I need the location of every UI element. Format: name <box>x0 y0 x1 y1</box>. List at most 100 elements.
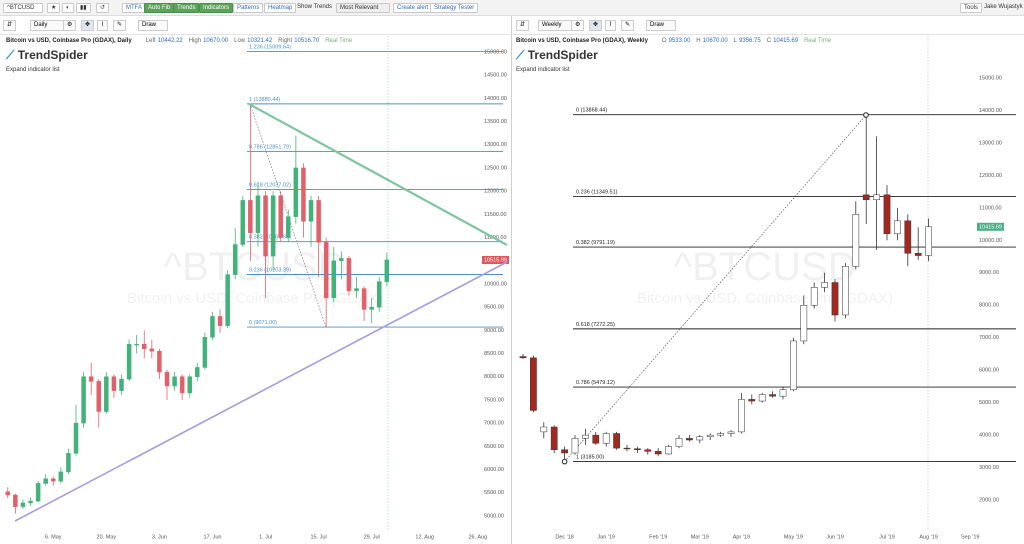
candle-body <box>35 483 41 502</box>
x-tick-label: 29. Jul <box>364 534 380 540</box>
patterns-button[interactable]: Patterns <box>233 3 264 13</box>
candle-body <box>571 438 579 454</box>
auto-fib-button[interactable]: Auto Fib <box>144 3 175 13</box>
y-tick-label: 12500.00 <box>484 165 507 171</box>
color-button[interactable]: ◐ <box>62 3 74 13</box>
candle-body <box>738 399 745 433</box>
indicators-button[interactable]: Indicators <box>199 3 234 13</box>
stat-label: H <box>696 38 701 44</box>
last-price-label: 10415.69 <box>979 224 1002 230</box>
interval-select[interactable]: Weekly <box>538 20 574 31</box>
candle-body <box>369 306 374 310</box>
expand-indicators[interactable]: Expand indicator list <box>6 67 60 73</box>
x-tick-label: Dec '18 <box>555 534 573 540</box>
y-tick-label: 15000.00 <box>979 75 1002 81</box>
redo-button[interactable]: ↺ <box>96 3 110 13</box>
gear-button[interactable]: ⚙ <box>571 20 585 31</box>
y-tick-label: 12000.00 <box>979 173 1002 179</box>
candle-body <box>5 491 11 496</box>
candle-body <box>195 367 200 377</box>
candle-body <box>613 433 620 449</box>
trends-button[interactable]: Trends <box>173 3 200 13</box>
y-tick-label: 5500.00 <box>484 490 504 496</box>
fib-handle[interactable] <box>561 458 568 465</box>
candle-body <box>748 399 756 402</box>
candle-body <box>800 304 808 342</box>
last-price-box <box>977 222 1004 231</box>
cursor-button[interactable]: ✥ <box>81 20 95 31</box>
last-price-label: 10515.99 <box>484 257 507 263</box>
candle-body <box>582 434 589 439</box>
candle-body <box>914 253 922 256</box>
y-tick-label: 6500.00 <box>484 444 504 450</box>
candle-body <box>210 316 215 338</box>
candle-body <box>96 381 102 412</box>
settings-button[interactable]: ⇵ <box>516 20 530 31</box>
draw-button[interactable]: Draw <box>138 20 168 31</box>
last-price-box <box>482 255 509 264</box>
expand-indicators[interactable]: Expand indicator list <box>516 67 570 73</box>
candle-body <box>240 200 246 245</box>
y-tick-label: 12000.00 <box>484 189 507 195</box>
cursor-button[interactable]: ✥ <box>589 20 603 31</box>
y-tick-label: 6000.00 <box>979 368 999 374</box>
x-tick-label: Aug '19 <box>919 534 937 540</box>
candle-body <box>810 287 818 306</box>
user-name[interactable]: Jake Wujastyk <box>984 4 1023 10</box>
strategy-tester-button[interactable]: Strategy Tester <box>430 3 479 13</box>
y-tick-label: 10000.00 <box>484 281 507 287</box>
fib-label: 0.618 (12037.02) <box>249 182 291 188</box>
star-button[interactable]: ★ <box>47 3 61 13</box>
mtfa-button[interactable]: MTFA <box>122 3 146 13</box>
candle-body <box>862 194 870 200</box>
candle-body <box>308 200 314 222</box>
x-tick-label: 20. May <box>97 534 117 540</box>
fib-label: 1 (13880.44) <box>249 97 280 103</box>
symbol-search[interactable]: ^BTCUSD <box>3 3 43 13</box>
fib-label: 0 (9071.00) <box>249 320 277 326</box>
sort-select[interactable]: Most Relevant <box>336 3 390 13</box>
stat-value: 9533.00 <box>668 38 691 44</box>
layout-button[interactable]: ▮▮ <box>76 3 91 13</box>
fib-label: 0.382 (9791.19) <box>576 240 615 246</box>
candle-body <box>141 344 147 350</box>
fib-label: 1.236 (15009.64) <box>249 44 291 50</box>
gear-button[interactable]: ⚙ <box>63 20 77 31</box>
stat-label: Low <box>234 38 246 44</box>
y-tick-label: 11000.00 <box>979 205 1002 211</box>
trend-line[interactable] <box>248 103 508 246</box>
watermark-subtitle: Bitcoin vs USD, Coinbase Pro (GDAX) <box>637 290 893 307</box>
fib-label: 0.786 (12851.79) <box>249 145 291 151</box>
brand-text: TrendSpider <box>17 48 88 62</box>
fib-tool-button[interactable]: ⌇ <box>97 20 108 31</box>
tools-button[interactable]: Tools <box>960 3 983 13</box>
candle-body <box>339 258 344 261</box>
candle-body <box>904 220 912 254</box>
interval-select[interactable]: Daily <box>30 20 66 31</box>
y-tick-label: 13500.00 <box>484 119 507 125</box>
stat-value: 10670.00 <box>203 38 229 44</box>
fib-handle[interactable] <box>863 112 869 118</box>
candle-body <box>384 259 390 282</box>
candle-body <box>758 394 766 402</box>
stat-value: 10321.42 <box>247 38 273 44</box>
heatmap-button[interactable]: Heatmap <box>264 3 297 13</box>
fib-label: 0.786 (5479.12) <box>576 380 615 386</box>
candle-body <box>164 371 170 387</box>
settings-button[interactable]: ⇵ <box>3 20 17 31</box>
candle-body <box>925 226 932 256</box>
magnet-button[interactable]: ✎ <box>113 20 127 31</box>
candle-body <box>111 376 117 391</box>
create-alert-button[interactable]: Create alert <box>393 3 433 13</box>
brand-text: TrendSpider <box>527 48 598 62</box>
x-tick-label: Jan '19 <box>597 534 615 540</box>
stat-value: 9356.75 <box>739 38 761 44</box>
trend-line[interactable] <box>14 261 508 522</box>
y-tick-label: 3000.00 <box>979 465 999 471</box>
candle-body <box>530 357 537 411</box>
candle-body <box>217 316 223 326</box>
draw-button[interactable]: Draw <box>646 20 676 31</box>
magnet-button[interactable]: ✎ <box>621 20 635 31</box>
fib-tool-button[interactable]: ⌇ <box>605 20 616 31</box>
